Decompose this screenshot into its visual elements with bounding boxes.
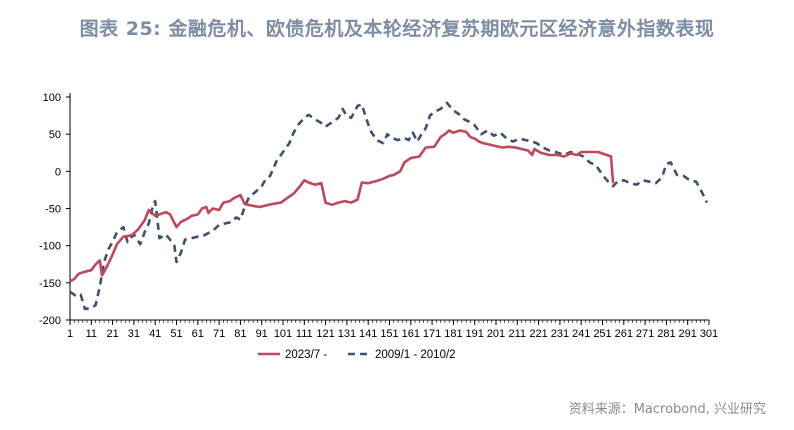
x-tick-label: 201 <box>487 328 505 340</box>
x-tick-label: 151 <box>380 328 398 340</box>
x-tick-label: 91 <box>256 328 268 340</box>
x-tick-label: 61 <box>192 328 204 340</box>
x-tick-label: 211 <box>509 328 527 340</box>
y-tick-label: -200 <box>39 315 61 327</box>
x-tick-label: 1 <box>67 328 73 340</box>
x-tick-label: 71 <box>213 328 225 340</box>
x-tick-label: 291 <box>679 328 697 340</box>
y-tick-label: -150 <box>39 278 61 290</box>
x-tick-label: 41 <box>149 328 161 340</box>
x-tick-label: 11 <box>86 328 97 340</box>
x-tick-label: 181 <box>444 328 462 340</box>
x-tick-label: 101 <box>274 328 292 340</box>
y-tick-label: 0 <box>55 166 61 178</box>
y-tick-label: -50 <box>45 204 61 216</box>
y-tick-label: 100 <box>43 92 61 104</box>
x-tick-label: 131 <box>338 328 356 340</box>
x-tick-label: 231 <box>551 328 569 340</box>
x-tick-label: 191 <box>466 328 484 340</box>
x-tick-label: 171 <box>423 328 441 340</box>
x-tick-label: 261 <box>615 328 633 340</box>
x-tick-label: 161 <box>402 328 420 340</box>
source-note: 资料来源：Macrobond, 兴业研究 <box>568 402 766 417</box>
y-tick-label: 50 <box>49 129 61 141</box>
x-tick-label: 121 <box>316 328 334 340</box>
x-tick-label: 111 <box>296 328 313 340</box>
chart-legend: 2023/7 - 2009/1 - 2010/2 <box>258 349 456 361</box>
x-tick-label: 241 <box>572 328 590 340</box>
x-tick-label: 81 <box>234 328 246 340</box>
x-tick-label: 221 <box>529 328 547 340</box>
legend-label: 2009/1 - 2010/2 <box>375 349 456 361</box>
legend-label: 2023/7 - <box>285 349 327 361</box>
series-line-solid <box>69 129 615 283</box>
x-tick-label: 51 <box>170 328 182 340</box>
chart-title: 图表 25: 金融危机、欧债危机及本轮经济复苏期欧元区经济意外指数表现 <box>79 18 715 40</box>
x-tick-label: 301 <box>700 328 718 340</box>
chart-series <box>69 101 709 311</box>
x-tick-label: 141 <box>359 328 377 340</box>
x-tick-label: 281 <box>657 328 675 340</box>
x-tick-label: 271 <box>636 328 654 340</box>
x-tick-label: 251 <box>593 328 611 340</box>
y-tick-label: -100 <box>39 241 61 253</box>
x-tick-label: 31 <box>128 328 140 340</box>
series-line-dashed <box>69 101 709 311</box>
x-tick-label: 21 <box>106 328 118 340</box>
